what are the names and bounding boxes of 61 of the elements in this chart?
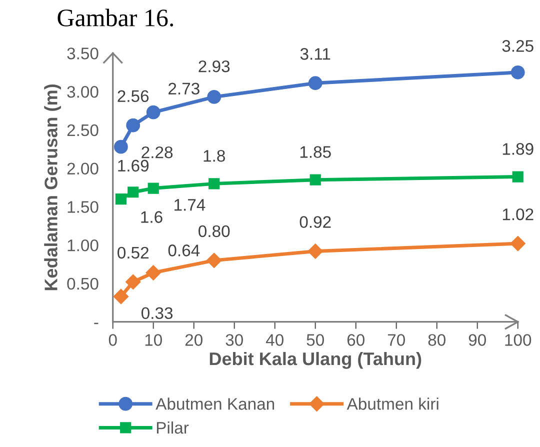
point [208, 178, 220, 190]
y-tick-label: 1.00 [68, 239, 98, 252]
point [146, 265, 161, 280]
point [308, 76, 322, 90]
point [512, 171, 524, 182]
x-axis-title: Debit Kala Ulang (Tahun) [210, 352, 422, 369]
x-tick-label: 50 [306, 334, 324, 346]
point [115, 193, 127, 205]
x-tick-label: 40 [266, 334, 284, 346]
x-tick-label: 90 [468, 334, 486, 346]
data-label: 0.80 [198, 225, 230, 238]
y-tick-label: 3.00 [67, 86, 98, 98]
y-tick-label: 2.00 [67, 162, 98, 175]
x-tick-label: 80 [428, 334, 446, 346]
point [207, 90, 222, 104]
y-tick-label: 1.50 [68, 201, 98, 213]
data-label: 2.93 [198, 60, 230, 72]
data-label: 0.52 [118, 246, 148, 259]
point [510, 65, 525, 80]
x-tick-label: 60 [347, 334, 364, 346]
x-tick-label: 70 [388, 334, 405, 346]
legend-label: Abutmen Kanan [156, 398, 274, 410]
point [308, 244, 323, 259]
y-tick-label: 3.50 [67, 48, 98, 60]
data-label: 1.74 [174, 199, 206, 211]
chart-title: Gambar 16. [58, 8, 174, 26]
data-label: 2.73 [168, 82, 200, 95]
point [126, 274, 141, 290]
x-tick-label: 100 [505, 334, 532, 346]
x-tick-label: 0 [108, 334, 117, 346]
data-label: 1.89 [502, 143, 534, 155]
data-label: 0.33 [142, 307, 173, 320]
data-label: 1.69 [118, 160, 149, 172]
y-axis-title: Kedalaman Gerusan (m) [44, 84, 61, 290]
x-tick-label: 30 [226, 334, 243, 346]
legend-label: Pilar [156, 421, 189, 434]
point [310, 174, 321, 186]
point [114, 140, 128, 154]
y-tick-label: - [94, 322, 98, 324]
point [510, 236, 526, 252]
data-label: 1.02 [502, 208, 534, 220]
data-label: 2.56 [118, 90, 149, 102]
data-label: 0.64 [168, 244, 200, 256]
point [128, 186, 139, 198]
data-label: 3.25 [502, 40, 534, 52]
data-label: 1.6 [141, 211, 162, 223]
legend-label: Abutmen kiri [346, 398, 438, 410]
point [206, 252, 222, 268]
x-tick-label: 20 [185, 334, 202, 346]
data-label: 1.8 [204, 150, 225, 162]
data-label: 3.11 [300, 48, 330, 60]
data-label: 2.28 [142, 146, 173, 158]
y-tick-label: 2.50 [67, 124, 98, 136]
point [113, 288, 129, 304]
point [148, 182, 159, 194]
point [146, 105, 160, 120]
x-tick-label: 10 [145, 334, 162, 346]
point [126, 118, 140, 132]
data-label: 1.85 [300, 146, 331, 158]
data-label: 0.92 [300, 216, 331, 228]
y-tick-label: 0.50 [67, 278, 98, 290]
